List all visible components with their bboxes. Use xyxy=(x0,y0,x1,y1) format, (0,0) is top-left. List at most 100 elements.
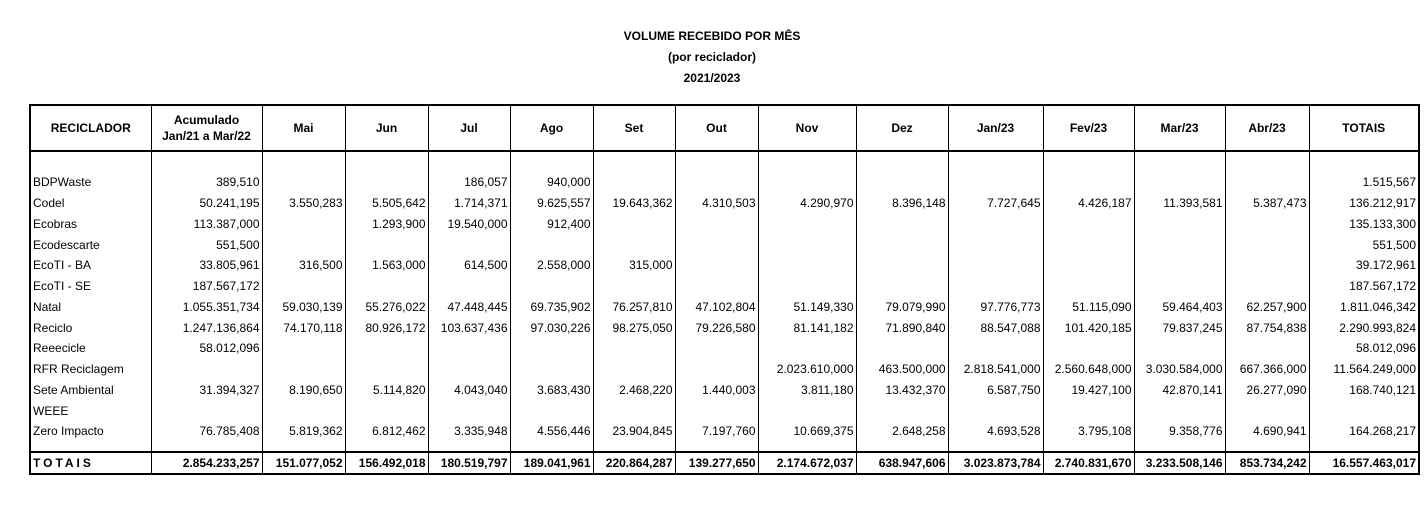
table-row: Natal 1.055.351,734 59.030,139 55.276,022 47… xyxy=(29,296,1420,318)
volume-cell: 2.468,220 xyxy=(592,379,676,401)
table-row: RFR Reciclagem 2.023.610,000 463.500,000 2.… xyxy=(29,358,1420,380)
volume-cell xyxy=(261,234,346,255)
volume-cell: 101.420,185 xyxy=(1042,317,1135,338)
recycler-name-cell: Reciclo xyxy=(29,317,152,338)
volume-cell: 3.550,283 xyxy=(261,192,346,214)
volume-cell xyxy=(261,400,346,421)
column-header: Fev/23 xyxy=(1042,104,1135,152)
report-header: VOLUME RECEBIDO POR MÊS (por reciclador)… xyxy=(0,26,1424,89)
volume-cell xyxy=(592,338,676,359)
column-header: Mar/23 xyxy=(1133,104,1226,152)
empty-cell xyxy=(1308,151,1420,172)
row-total-cell: 1.515,567 xyxy=(1308,172,1420,193)
column-header-label: Mar/23 xyxy=(1160,121,1199,135)
table-row: EcoTI - BA 33.805,961 316,500 1.563,000 614,… xyxy=(29,255,1420,276)
volume-cell: 3.335,948 xyxy=(427,421,511,442)
volume-cell: 5.114,820 xyxy=(344,379,429,401)
row-total-cell: 164.268,217 xyxy=(1308,421,1420,442)
volume-cell xyxy=(674,213,759,235)
volume-cell xyxy=(1042,255,1135,276)
volume-cell xyxy=(427,234,511,255)
recycler-name-cell: Ecobras xyxy=(29,213,152,235)
volume-cell: 51.149,330 xyxy=(757,296,857,318)
recycler-name-cell: EcoTI - SE xyxy=(29,275,152,297)
volume-cell: 59.030,139 xyxy=(261,296,346,318)
volume-cell xyxy=(855,275,949,297)
column-header-label: Jun xyxy=(375,121,398,135)
recycler-name-cell: Sete Ambiental xyxy=(29,379,152,401)
table-row: EcoTI - SE 187.567,172 187.567,172 xyxy=(29,275,1420,297)
empty-cell xyxy=(1224,441,1310,452)
volume-cell xyxy=(344,275,429,297)
recycler-name-cell: EcoTI - BA xyxy=(29,255,152,276)
column-header-label: Fev/23 xyxy=(1069,121,1108,135)
volume-cell: 940,000 xyxy=(509,172,594,193)
volume-cell xyxy=(1133,234,1226,255)
volume-cell xyxy=(855,234,949,255)
volume-cell xyxy=(1042,213,1135,235)
volume-cell xyxy=(1133,400,1226,421)
volume-cell xyxy=(509,275,594,297)
volume-cell xyxy=(1224,400,1310,421)
recycler-name-cell: RFR Reciclagem xyxy=(29,358,152,380)
column-header: TOTAIS xyxy=(1308,104,1420,152)
volume-cell: 88.547,088 xyxy=(947,317,1044,338)
volume-cell: 19.540,000 xyxy=(427,213,511,235)
volume-cell: 7.197,760 xyxy=(674,421,759,442)
volume-cell: 59.464,403 xyxy=(1133,296,1226,318)
volume-cell: 42.870,141 xyxy=(1133,379,1226,401)
volume-cell xyxy=(674,255,759,276)
row-total-cell: 1.811.046,342 xyxy=(1308,296,1420,318)
empty-cell xyxy=(757,441,857,452)
volume-cell xyxy=(592,234,676,255)
volume-cell: 5.387,473 xyxy=(1224,192,1310,214)
volume-cell: 26.277,090 xyxy=(1224,379,1310,401)
volume-cell: 80.926,172 xyxy=(344,317,429,338)
volume-cell: 74.170,118 xyxy=(261,317,346,338)
volume-cell: 315,000 xyxy=(592,255,676,276)
volume-cell xyxy=(855,338,949,359)
totals-cell: 139.277,650 xyxy=(674,450,759,475)
volume-cell: 2.818.541,000 xyxy=(947,358,1044,380)
volume-cell: 4.290,970 xyxy=(757,192,857,214)
row-total-cell: 2.290.993,824 xyxy=(1308,317,1420,338)
column-header: Acumulado Jan/21 a Mar/22 xyxy=(150,104,263,152)
table-row: Ecobras 113.387,000 1.293,900 19.540,000 912… xyxy=(29,213,1420,235)
volume-cell: 81.141,182 xyxy=(757,317,857,338)
volume-cell: 551,500 xyxy=(150,234,263,255)
volume-cell xyxy=(592,400,676,421)
empty-cell xyxy=(592,151,676,172)
volume-cell: 912,400 xyxy=(509,213,594,235)
column-header: Out xyxy=(674,104,759,152)
totals-cell: 2.174.672,037 xyxy=(757,450,857,475)
volume-cell: 8.190,650 xyxy=(261,379,346,401)
empty-cell xyxy=(427,441,511,452)
volume-cell xyxy=(855,400,949,421)
volume-cell: 6.587,750 xyxy=(947,379,1044,401)
volume-cell: 3.811,180 xyxy=(757,379,857,401)
volume-cell xyxy=(1224,213,1310,235)
volume-cell: 103.637,436 xyxy=(427,317,511,338)
volume-cell xyxy=(1133,213,1226,235)
report-subtitle: (por reciclador) xyxy=(667,50,757,64)
column-header: Jun xyxy=(344,104,429,152)
volume-cell: 3.683,430 xyxy=(509,379,594,401)
column-header-reciclador: RECICLADOR xyxy=(29,104,152,152)
volume-cell: 5.819,362 xyxy=(261,421,346,442)
volume-cell xyxy=(427,358,511,380)
totals-cell: 220.864,287 xyxy=(592,450,676,475)
spacer-row xyxy=(29,151,1420,172)
volume-cell: 7.727,645 xyxy=(947,192,1044,214)
column-header-label: Jan/23 xyxy=(976,121,1015,135)
empty-cell xyxy=(150,151,263,172)
spacer-row xyxy=(29,441,1420,452)
volume-cell: 8.396,148 xyxy=(855,192,949,214)
volume-cell: 50.241,195 xyxy=(150,192,263,214)
report-title: VOLUME RECEBIDO POR MÊS xyxy=(623,29,801,43)
volume-cell xyxy=(757,255,857,276)
volume-cell: 19.643,362 xyxy=(592,192,676,214)
empty-cell xyxy=(1042,151,1135,172)
volume-cell: 47.102,804 xyxy=(674,296,759,318)
row-total-cell: 136.212,917 xyxy=(1308,192,1420,214)
table-row: Sete Ambiental 31.394,327 8.190,650 5.114,8… xyxy=(29,379,1420,401)
